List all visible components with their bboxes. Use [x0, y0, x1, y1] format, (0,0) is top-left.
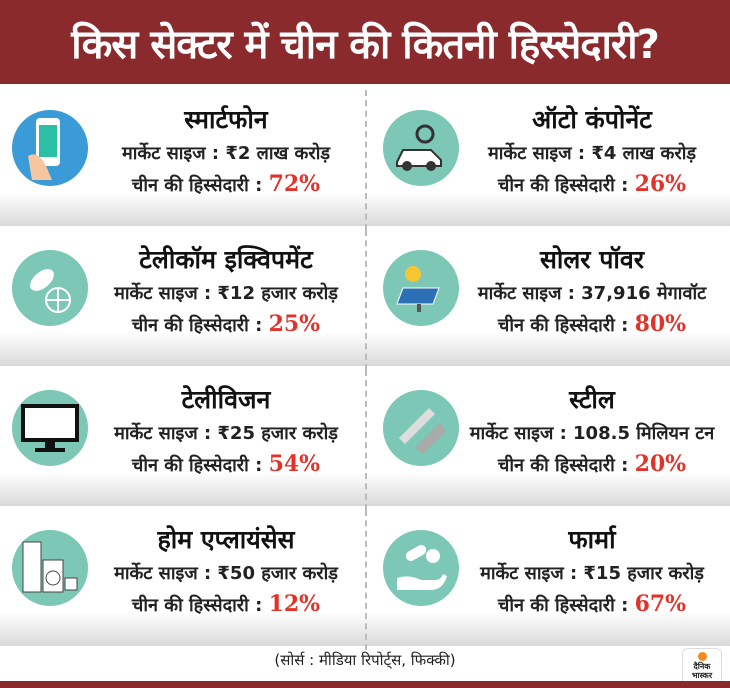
sector-name: स्टील: [569, 385, 615, 414]
china-share-label: चीन की हिस्सेदारी :: [131, 455, 269, 476]
market-size: मार्केट साइज : ₹4 लाख करोड़: [462, 138, 722, 169]
sector-card: स्मार्टफोन मार्केट साइज : ₹2 लाख करोड़ च…: [0, 90, 365, 230]
china-share-label: चीन की हिस्सेदारी :: [497, 175, 635, 196]
sector-name: ऑटो कंपोनेंट: [532, 105, 652, 134]
market-size-label: मार्केट साइज :: [480, 563, 584, 584]
market-size: मार्केट साइज : 37,916 मेगावॉट: [462, 278, 722, 309]
china-share-label: चीन की हिस्सेदारी :: [131, 595, 269, 616]
market-size-label: मार्केट साइज :: [122, 143, 226, 164]
market-size-label: मार्केट साइज :: [488, 143, 592, 164]
market-size-value: ₹12 हजार करोड़: [217, 283, 338, 304]
china-share-label: चीन की हिस्सेदारी :: [131, 315, 269, 336]
market-size: मार्केट साइज : ₹12 हजार करोड़: [95, 278, 357, 309]
sector-card: टेलीविजन मार्केट साइज : ₹25 हजार करोड़ च…: [0, 370, 365, 510]
china-share-label: चीन की हिस्सेदारी :: [497, 595, 635, 616]
china-share-value: 80%: [634, 311, 687, 337]
solar-panel-icon: [383, 250, 459, 326]
market-size: मार्केट साइज : 108.5 मिलियन टन: [462, 418, 722, 449]
market-size-value: ₹25 हजार करोड़: [217, 423, 338, 444]
sector-name: फार्मा: [568, 525, 616, 554]
china-share-value: 72%: [268, 171, 321, 197]
market-size-value: 108.5 मिलियन टन: [573, 423, 715, 444]
china-share-value: 12%: [268, 591, 321, 617]
sector-row: टेलीकॉम इक्विपमेंट मार्केट साइज : ₹12 हज…: [0, 230, 730, 370]
page-title: किस सेक्टर में चीन की कितनी हिस्सेदारी?: [0, 0, 730, 84]
china-share: चीन की हिस्सेदारी : 20%: [462, 449, 722, 481]
china-share-label: चीन की हिस्सेदारी :: [131, 175, 269, 196]
sector-name: टेलीकॉम इक्विपमेंट: [139, 245, 313, 274]
china-share: चीन की हिस्सेदारी : 12%: [95, 589, 357, 621]
china-share-value: 20%: [634, 451, 687, 477]
steel-beams-icon: [383, 390, 459, 466]
china-share-value: 67%: [634, 591, 687, 617]
china-share: चीन की हिस्सेदारी : 54%: [95, 449, 357, 481]
sector-name: होम एप्लायंसेस: [157, 525, 295, 554]
sector-name: स्मार्टफोन: [184, 105, 268, 134]
market-size-label: मार्केट साइज :: [477, 283, 582, 304]
home-appliances-icon: [12, 530, 88, 606]
china-share-label: चीन की हिस्सेदारी :: [497, 315, 635, 336]
market-size: मार्केट साइज : ₹50 हजार करोड़: [95, 558, 357, 589]
china-share: चीन की हिस्सेदारी : 80%: [462, 309, 722, 341]
sector-row: होम एप्लायंसेस मार्केट साइज : ₹50 हजार क…: [0, 510, 730, 650]
sector-card: होम एप्लायंसेस मार्केट साइज : ₹50 हजार क…: [0, 510, 365, 650]
market-size: मार्केट साइज : ₹2 लाख करोड़: [95, 138, 357, 169]
china-share-value: 25%: [268, 311, 321, 337]
sector-name: टेलीविजन: [181, 385, 271, 414]
market-size-value: ₹50 हजार करोड़: [217, 563, 338, 584]
market-size-value: 37,916 मेगावॉट: [581, 283, 707, 304]
market-size-label: मार्केट साइज :: [114, 423, 218, 444]
smartphone-icon: [12, 110, 88, 186]
pills-hand-icon: [383, 530, 459, 606]
market-size-value: ₹4 लाख करोड़: [591, 143, 696, 164]
source-note: (सोर्स : मीडिया रिपोर्ट्स, फिक्की): [274, 651, 456, 669]
china-share: चीन की हिस्सेदारी : 67%: [462, 589, 722, 621]
china-share: चीन की हिस्सेदारी : 72%: [95, 169, 357, 201]
sector-card: ऑटो कंपोनेंट मार्केट साइज : ₹4 लाख करोड़…: [365, 90, 730, 230]
china-share-value: 54%: [268, 451, 321, 477]
sector-card: टेलीकॉम इक्विपमेंट मार्केट साइज : ₹12 हज…: [0, 230, 365, 370]
sector-row: टेलीविजन मार्केट साइज : ₹25 हजार करोड़ च…: [0, 370, 730, 510]
market-size: मार्केट साइज : ₹25 हजार करोड़: [95, 418, 357, 449]
market-size-label: मार्केट साइज :: [114, 283, 218, 304]
market-size: मार्केट साइज : ₹15 हजार करोड़: [462, 558, 722, 589]
market-size-value: ₹15 हजार करोड़: [583, 563, 704, 584]
sector-card: सोलर पॉवर मार्केट साइज : 37,916 मेगावॉट …: [365, 230, 730, 370]
china-share: चीन की हिस्सेदारी : 25%: [95, 309, 357, 341]
sector-card: स्टील मार्केट साइज : 108.5 मिलियन टन चीन…: [365, 370, 730, 510]
car-gear-icon: [383, 110, 459, 186]
sector-card: फार्मा मार्केट साइज : ₹15 हजार करोड़ चीन…: [365, 510, 730, 650]
market-size-label: मार्केट साइज :: [114, 563, 218, 584]
television-icon: [12, 390, 88, 466]
sector-name: सोलर पॉवर: [539, 245, 645, 274]
china-share-value: 26%: [634, 171, 687, 197]
market-size-label: मार्केट साइज :: [469, 423, 574, 444]
market-size-value: ₹2 लाख करोड़: [225, 143, 330, 164]
china-share: चीन की हिस्सेदारी : 26%: [462, 169, 722, 201]
china-share-label: चीन की हिस्सेदारी :: [497, 455, 635, 476]
bottom-bar: [0, 681, 730, 688]
sector-grid: स्मार्टफोन मार्केट साइज : ₹2 लाख करोड़ च…: [0, 90, 730, 650]
sector-row: स्मार्टफोन मार्केट साइज : ₹2 लाख करोड़ च…: [0, 90, 730, 230]
satellite-dish-icon: [12, 250, 88, 326]
